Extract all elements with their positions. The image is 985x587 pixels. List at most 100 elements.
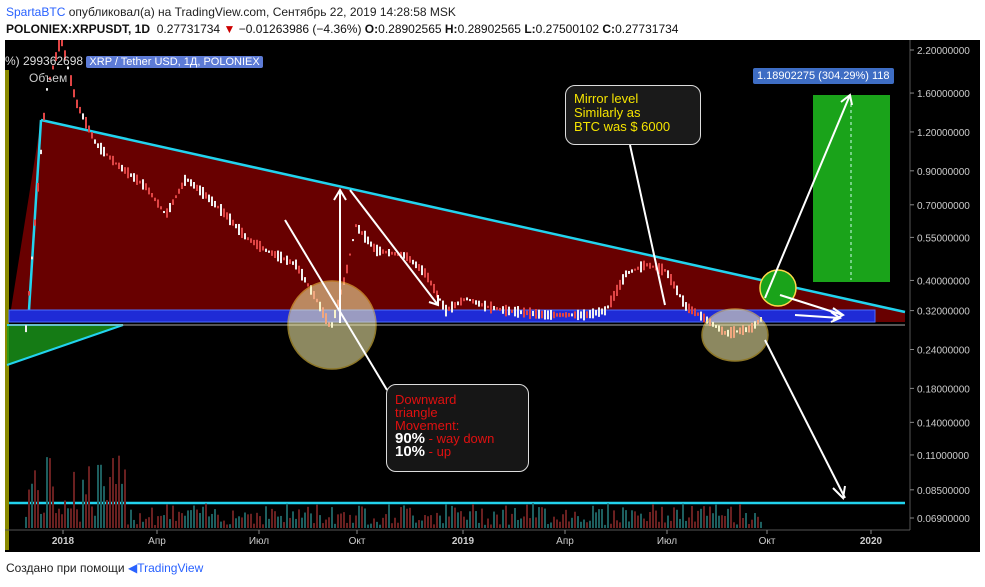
candle	[181, 182, 183, 190]
candle	[502, 306, 504, 314]
candle	[544, 310, 546, 320]
mirror-level-note[interactable]: Mirror level Similarly as BTC was $ 6000	[565, 85, 701, 145]
volume-bar	[742, 518, 744, 528]
volume-bar	[568, 521, 570, 528]
candle	[256, 239, 258, 250]
candle	[649, 262, 651, 269]
candle	[616, 284, 618, 296]
candle	[511, 309, 513, 313]
volume-bar	[319, 515, 321, 528]
volume-bar	[421, 520, 423, 528]
candle	[385, 250, 387, 254]
volume-value: %) 299362698	[5, 54, 84, 68]
triangle-note[interactable]: Downward triangle Movement: 90% - way do…	[386, 384, 529, 472]
volume-bar	[406, 508, 408, 528]
volume-bar	[619, 522, 621, 528]
volume-bar	[424, 515, 426, 528]
chart-canvas[interactable]: 2.20000000 1.60000000 1.20000000 0.90000000…	[5, 40, 980, 552]
candle	[514, 306, 516, 317]
volume-bar	[589, 520, 591, 528]
candle	[199, 185, 201, 196]
support-band[interactable]	[8, 309, 876, 323]
candle	[94, 139, 96, 144]
volume-bar	[85, 494, 87, 528]
author-link[interactable]: SpartaBTC	[6, 5, 66, 19]
candle	[283, 257, 285, 261]
candle	[304, 277, 306, 283]
time-axis[interactable]: 2018 Апр Июл Окт 2019 Апр Июл Окт 2020	[52, 530, 883, 547]
candle	[571, 313, 573, 317]
candle	[466, 297, 468, 301]
candle	[661, 263, 663, 276]
candle	[643, 260, 645, 271]
volume-bar	[439, 515, 441, 528]
triangle-left-edge[interactable]	[27, 119, 43, 311]
pointer-to-triangle-note	[284, 219, 388, 391]
volume-bar	[31, 483, 33, 528]
candle	[40, 149, 42, 155]
volume-bar	[244, 512, 246, 528]
volume-bar	[559, 521, 561, 528]
breakout-circle[interactable]	[759, 269, 797, 307]
arrow-down-breakdown	[764, 339, 846, 499]
volume-bar	[316, 504, 318, 528]
candle	[586, 311, 588, 319]
candle	[226, 212, 228, 220]
arrow-support-head	[830, 311, 843, 323]
volume-bar	[448, 516, 450, 528]
candle	[241, 227, 243, 239]
volume-bar	[100, 464, 102, 528]
volume-bar	[418, 520, 420, 528]
candle	[103, 146, 105, 157]
candle	[628, 270, 630, 274]
volume-bar	[583, 519, 585, 528]
candle	[433, 283, 435, 294]
time-tick-label-5: Апр	[556, 536, 574, 547]
candle	[121, 164, 123, 172]
candle	[382, 249, 384, 254]
candle	[265, 248, 267, 252]
candle	[64, 50, 66, 61]
candle	[238, 223, 240, 236]
candle	[457, 301, 459, 306]
volume-bar	[376, 521, 378, 528]
tradingview-link[interactable]: TradingView	[137, 561, 204, 575]
candle	[559, 312, 561, 318]
price-axis[interactable]: 2.20000000 1.60000000 1.20000000 0.90000000…	[910, 46, 970, 525]
volume-bar	[196, 509, 198, 528]
candle	[355, 224, 357, 228]
candle	[37, 183, 39, 192]
volume-bar	[511, 513, 513, 528]
candle	[349, 253, 351, 256]
candle	[583, 309, 585, 321]
volume-bar	[472, 504, 474, 528]
symbol-chip[interactable]: XRP / Tether USD, 1Д, POLONIEX	[86, 56, 263, 68]
volume-bar	[148, 517, 150, 528]
current-zone-circle[interactable]	[701, 308, 769, 362]
chart-area[interactable]: 2.20000000 1.60000000 1.20000000 0.90000000…	[5, 40, 980, 552]
triangle-upper-trendline[interactable]	[40, 118, 906, 314]
candle	[28, 291, 30, 296]
candle	[601, 308, 603, 315]
triangle-note-down: 90% - way down	[395, 431, 520, 446]
volume-bar	[103, 486, 105, 528]
target-price-badge[interactable]: 1.18902275 (304.29%) 118	[753, 68, 894, 84]
candle	[286, 255, 288, 265]
volume-bar	[481, 508, 483, 528]
volume-bar	[445, 504, 447, 528]
candle	[163, 210, 165, 214]
breakdown-circle-2018[interactable]	[287, 280, 377, 370]
volume-bar	[220, 521, 222, 528]
candle	[667, 270, 669, 279]
volume-bar	[64, 500, 66, 528]
volume-bar	[631, 510, 633, 528]
volume-bar	[517, 519, 519, 528]
arrow-down-2018	[349, 189, 439, 306]
volume-bar	[733, 522, 735, 528]
price-change: −0.01263986 (−4.36%)	[238, 22, 362, 36]
candle	[442, 300, 444, 310]
volume-bar	[661, 506, 663, 528]
mirror-note-line-1: Mirror level	[574, 91, 639, 106]
candle	[97, 143, 99, 149]
triangle-note-up: 10% - up	[395, 444, 520, 459]
